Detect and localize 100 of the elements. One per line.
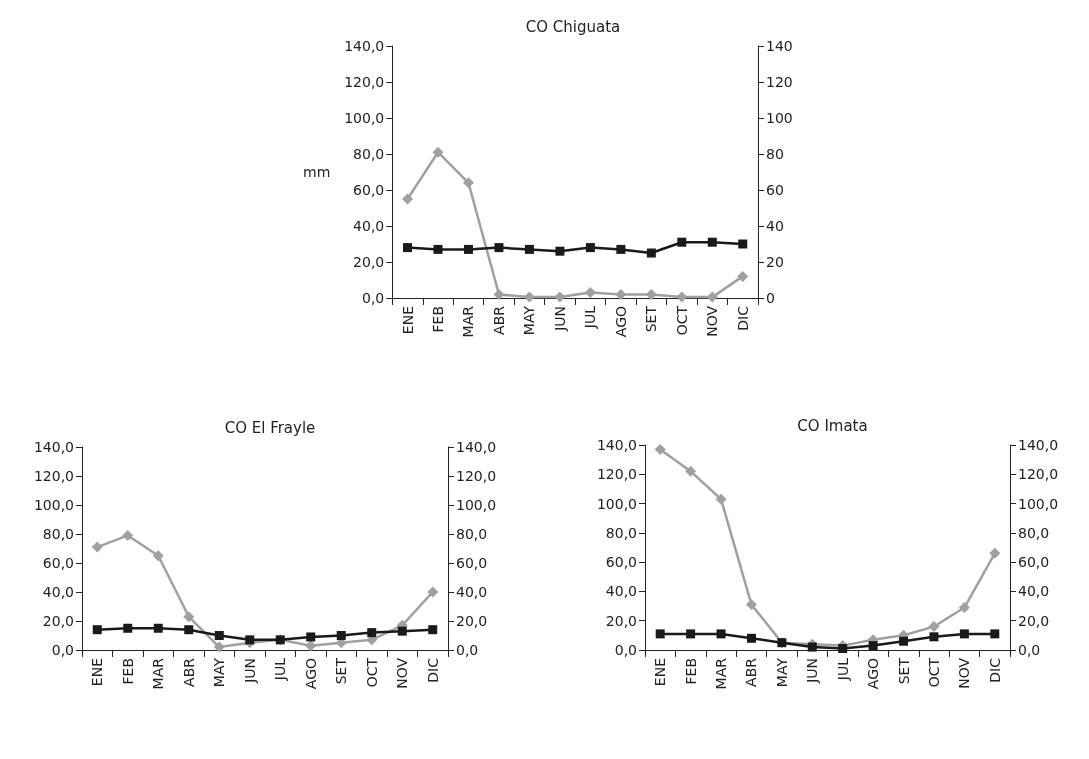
y2-tick-label: 0,0 [1018, 642, 1041, 658]
x-tick-label: ABR [180, 657, 197, 687]
point [929, 632, 939, 642]
point [737, 270, 749, 282]
x-tick-label: DIC [424, 657, 441, 683]
y-tick-label: 40,0 [353, 218, 385, 234]
y2-tick-label: 40,0 [456, 584, 488, 600]
x-tick-label: MAR [460, 305, 477, 338]
point [746, 633, 756, 643]
y2-tick-label: 100 [766, 110, 793, 126]
point [397, 626, 407, 636]
y-tick-label: 120,0 [344, 74, 385, 90]
y-tick-label: 0,0 [362, 290, 385, 306]
point [122, 529, 134, 541]
point [959, 629, 969, 639]
y-tick-label: 0,0 [51, 642, 74, 658]
point [183, 611, 195, 623]
point [367, 628, 377, 638]
y-tick-label: 60,0 [605, 554, 637, 571]
x-tick-label: JUN [804, 658, 821, 684]
x-tick-label: MAR [150, 657, 167, 690]
x-tick-label: SET [333, 657, 350, 685]
point [433, 244, 443, 254]
point [523, 291, 535, 303]
y-tick-label: 80,0 [42, 526, 74, 542]
y-tick-label: 120,0 [33, 468, 74, 484]
y2-tick-label: 0,0 [456, 642, 479, 658]
x-tick-label: DIC [986, 657, 1003, 683]
y2-tick-label: 140 [766, 38, 793, 54]
x-tick-label: ABR [743, 657, 760, 687]
x-tick-label: OCT [363, 657, 380, 688]
chart-title: CO Chiguata [525, 17, 621, 36]
y-tick-label: 140,0 [33, 439, 74, 455]
x-tick-label: NOV [704, 305, 721, 337]
point [616, 244, 626, 254]
point [213, 641, 225, 653]
point [685, 465, 697, 477]
x-tick-label: MAY [211, 657, 228, 688]
y-tick-label: 80,0 [353, 146, 385, 162]
point [868, 641, 878, 651]
x-tick-label: JUL [582, 305, 599, 330]
y-tick-label: 100,0 [344, 110, 385, 126]
point [654, 443, 666, 455]
point [677, 237, 687, 247]
y2-tick-label: 80 [766, 146, 784, 162]
y2-tick-label: 20,0 [1018, 612, 1050, 629]
y-tick-label: 140,0 [596, 437, 637, 453]
point [493, 288, 505, 300]
y2-tick-label: 80,0 [1018, 524, 1050, 541]
point [686, 629, 696, 639]
point [555, 246, 565, 256]
y2-tick-label: 20 [766, 254, 784, 270]
y2-tick-label: 60,0 [456, 555, 488, 571]
point [432, 146, 444, 158]
x-tick-label: ENE [89, 658, 106, 687]
x-tick-label: ABR [490, 305, 507, 335]
point [928, 621, 940, 633]
point [494, 243, 504, 253]
chart-title: CO El Frayle [224, 418, 316, 437]
point [807, 642, 817, 652]
point [184, 625, 194, 635]
y2-tick-label: 120,0 [456, 468, 497, 484]
point [123, 623, 133, 633]
y-tick-label: 60,0 [42, 555, 74, 571]
point [584, 287, 596, 299]
y-tick-label: 60,0 [353, 182, 385, 198]
y2-tick-label: 140,0 [456, 439, 497, 455]
point [153, 623, 163, 633]
x-tick-label: ENE [652, 658, 669, 687]
point [554, 291, 566, 303]
x-tick-label: JUN [241, 658, 258, 684]
x-tick-label: FEB [429, 306, 446, 333]
x-tick-label: NOV [394, 657, 411, 689]
point [646, 248, 656, 258]
x-tick-label: SET [643, 305, 660, 333]
y2-tick-label: 60 [766, 182, 784, 198]
point [462, 177, 474, 189]
y2-tick-label: 40 [766, 218, 784, 234]
x-tick-label: OCT [673, 305, 690, 336]
point [745, 599, 757, 611]
y2-tick-label: 120,0 [1018, 466, 1059, 483]
y-tick-label: 120,0 [596, 466, 637, 483]
y-tick-label: 140,0 [344, 38, 385, 54]
y-tick-label: 100,0 [596, 495, 637, 512]
x-tick-label: AGO [865, 658, 882, 690]
x-tick-label: SET [895, 657, 912, 685]
y-tick-label: 40,0 [42, 584, 74, 600]
point [707, 237, 717, 247]
point [91, 541, 103, 553]
x-tick-label: JUN [551, 306, 568, 332]
y2-tick-label: 140,0 [1018, 437, 1059, 453]
chart-title: CO Imata [797, 416, 868, 435]
y2-tick-label: 60,0 [1018, 554, 1050, 571]
y2-tick-label: 120 [766, 74, 793, 90]
x-tick-label: MAY [773, 657, 790, 688]
point [585, 243, 595, 253]
y2-tick-label: 80,0 [456, 526, 488, 542]
point [645, 288, 657, 300]
point [716, 629, 726, 639]
point [524, 244, 534, 254]
